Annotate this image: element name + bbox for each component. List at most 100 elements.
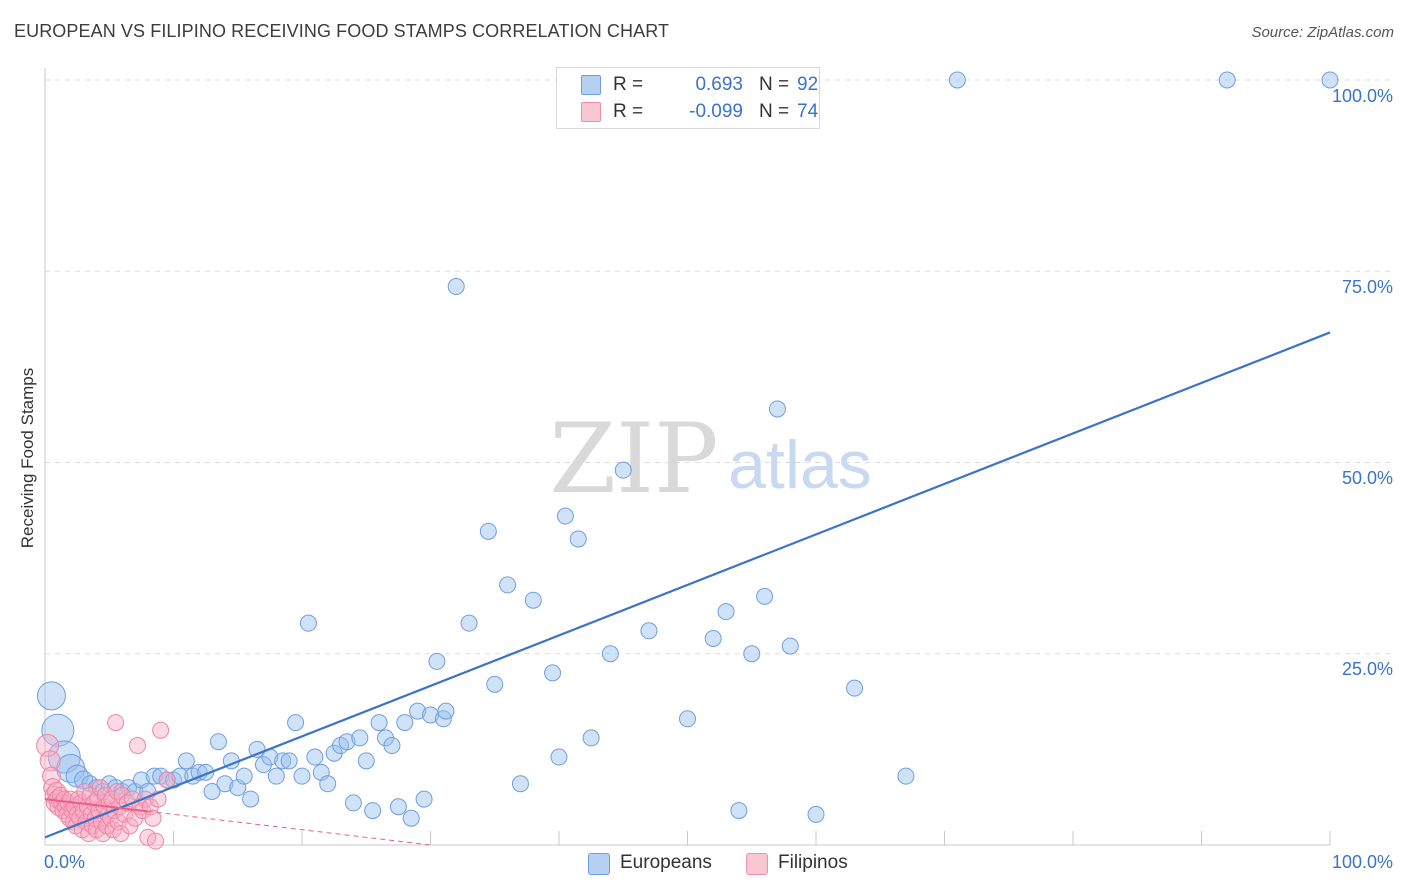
data-point-filipinos — [39, 750, 61, 772]
data-point-europeans — [479, 522, 497, 540]
data-point-europeans — [409, 702, 427, 720]
data-point-europeans — [556, 507, 574, 525]
data-point-europeans — [41, 713, 75, 747]
data-point-europeans — [389, 798, 407, 816]
data-point-europeans — [550, 748, 568, 766]
data-point-europeans — [846, 679, 864, 697]
data-point-europeans — [293, 767, 311, 785]
data-point-europeans — [447, 278, 465, 296]
data-point-europeans — [524, 591, 542, 609]
data-point-filipinos — [107, 714, 125, 732]
data-point-europeans — [601, 645, 619, 663]
data-point-europeans — [280, 752, 298, 770]
data-point-europeans — [897, 767, 915, 785]
data-point-europeans — [415, 790, 433, 808]
legend-label-filipinos: Filipinos — [778, 852, 848, 873]
trend-line-europeans — [44, 331, 1331, 839]
legend-swatch-europeans — [581, 75, 601, 95]
data-point-europeans — [437, 702, 455, 720]
legend-swatch-filipinos — [581, 102, 601, 122]
data-point-europeans — [306, 748, 324, 766]
chart-title: EUROPEAN VS FILIPINO RECEIVING FOOD STAM… — [14, 21, 670, 41]
data-point-europeans — [36, 681, 66, 711]
data-point-europeans — [640, 622, 658, 640]
data-point-europeans — [203, 782, 221, 800]
data-point-europeans — [145, 767, 163, 785]
data-point-europeans — [768, 400, 786, 418]
gridlines — [45, 79, 1395, 655]
y-tick-label: 75.0% — [1341, 277, 1393, 297]
y-tick-label: 25.0% — [1341, 659, 1393, 679]
data-point-filipinos — [158, 771, 176, 789]
legend-r-value: 0.693 — [695, 74, 743, 95]
data-point-europeans — [428, 652, 446, 670]
data-point-filipinos — [144, 809, 162, 827]
data-point-europeans — [569, 530, 587, 548]
data-point-filipinos — [139, 828, 157, 846]
data-point-filipinos — [129, 737, 147, 755]
data-point-europeans — [383, 737, 401, 755]
legend-r-value: -0.099 — [689, 101, 743, 122]
data-point-europeans — [364, 802, 382, 820]
data-point-filipinos — [80, 825, 98, 843]
data-point-europeans — [338, 733, 356, 751]
x-tick-label: 100.0% — [1331, 852, 1393, 872]
legend-r-label: R = — [613, 74, 644, 95]
legend-swatch-europeans — [588, 853, 610, 875]
trend-lines — [44, 331, 1331, 846]
legend-swatch-filipinos — [746, 853, 768, 875]
data-point-europeans — [235, 767, 253, 785]
data-point-europeans — [582, 729, 600, 747]
legend-n-label: N = — [759, 101, 790, 122]
data-point-europeans — [544, 664, 562, 682]
data-point-europeans — [351, 729, 369, 747]
data-point-europeans — [216, 775, 234, 793]
source-label: Source: ZipAtlas.com — [1251, 24, 1394, 41]
trend-line-filipinos-extension — [147, 810, 431, 846]
data-point-europeans — [1321, 71, 1339, 89]
data-point-europeans — [287, 714, 305, 732]
legend-r-label: R = — [613, 101, 644, 122]
data-point-europeans — [460, 614, 478, 632]
data-point-europeans — [319, 775, 337, 793]
data-point-europeans — [1218, 71, 1236, 89]
legend-n-label: N = — [759, 74, 790, 95]
x-tick-label: 0.0% — [44, 852, 86, 872]
trend-line-filipinos — [44, 798, 148, 813]
watermark-zip: ZIP — [549, 403, 718, 515]
legend-label-europeans: Europeans — [620, 852, 712, 873]
data-point-europeans — [743, 645, 761, 663]
data-point-europeans — [948, 71, 966, 89]
data-point-europeans — [730, 802, 748, 820]
legend-n-value: 74 — [797, 101, 819, 122]
watermark: ZIP atlas — [549, 403, 871, 515]
data-point-filipinos — [147, 832, 165, 850]
data-point-filipinos — [152, 721, 170, 739]
data-point-europeans — [486, 675, 504, 693]
data-point-europeans — [357, 752, 375, 770]
data-point-europeans — [242, 790, 260, 808]
data-point-europeans — [781, 637, 799, 655]
data-point-europeans — [807, 805, 825, 823]
data-point-europeans — [396, 714, 414, 732]
y-tick-label: 100.0% — [1331, 86, 1393, 106]
data-point-europeans — [614, 461, 632, 479]
data-point-europeans — [717, 603, 735, 621]
data-point-europeans — [299, 614, 317, 632]
data-point-filipinos — [94, 825, 112, 843]
data-points — [36, 71, 1339, 850]
correlation-legend: R = 0.693 N = 92 R = -0.099 N = 74 — [556, 67, 820, 129]
data-point-europeans — [370, 714, 388, 732]
data-point-europeans — [402, 809, 420, 827]
data-point-europeans — [344, 794, 362, 812]
data-point-europeans — [209, 733, 227, 751]
data-point-europeans — [679, 710, 696, 728]
y-tick-label: 50.0% — [1341, 468, 1393, 488]
data-point-europeans — [511, 775, 529, 793]
data-point-europeans — [267, 767, 285, 785]
watermark-atlas: atlas — [728, 427, 872, 503]
data-point-europeans — [756, 587, 774, 605]
axes — [44, 68, 1331, 846]
data-point-europeans — [704, 629, 722, 647]
